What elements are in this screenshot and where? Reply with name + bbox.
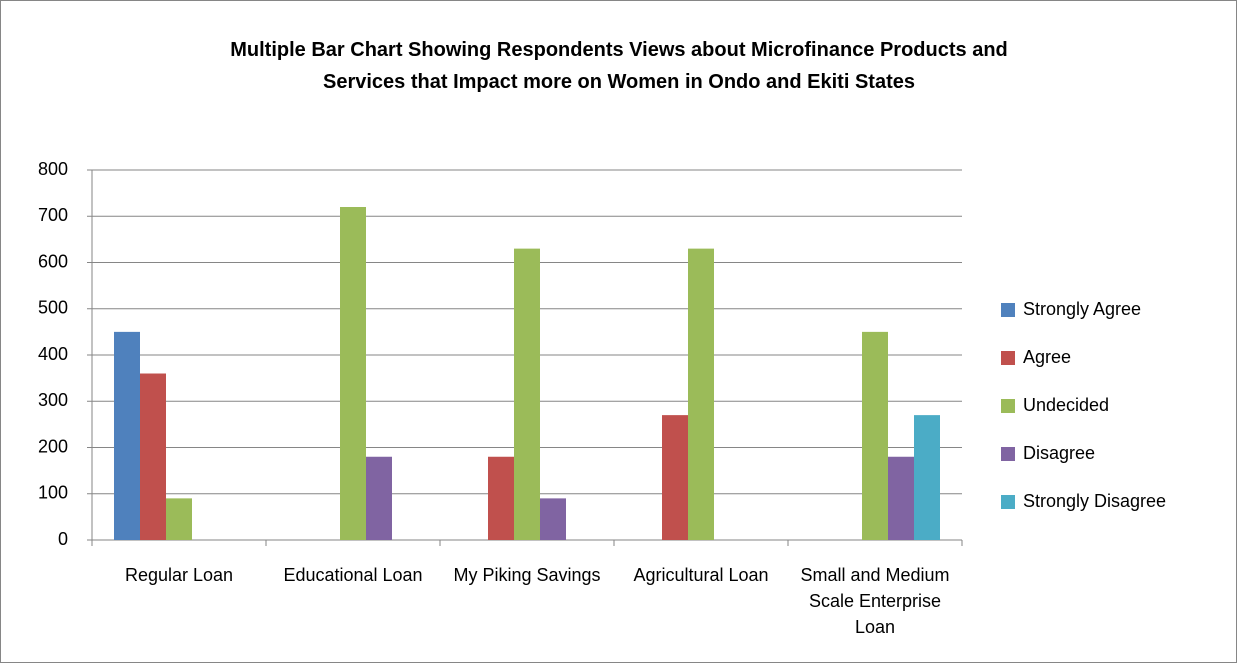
legend-swatch [1001,495,1015,509]
y-tick-label: 100 [38,483,68,503]
bar [888,456,914,540]
legend-label: Strongly Disagree [1023,491,1166,511]
bar [514,248,540,540]
chart-title: Multiple Bar Chart Showing Respondents V… [230,39,1008,93]
x-tick-label: Regular Loan [124,565,234,585]
bar [540,498,566,540]
bar [688,248,714,540]
bar [340,207,366,540]
bar [114,331,140,540]
y-tick-label: 0 [58,529,68,549]
legend-label: Disagree [1023,443,1095,463]
bar [166,498,192,540]
y-tick-label: 300 [38,390,68,410]
legend-swatch [1001,303,1015,317]
x-tick-label: Agricultural Loan [633,565,769,585]
y-tick-label: 500 [38,298,68,318]
x-tick-label: Small and Medium Scale Enterprise Loan [800,565,950,637]
y-tick-label: 600 [38,251,68,271]
bar [914,415,940,540]
legend-swatch [1001,399,1015,413]
legend-swatch [1001,447,1015,461]
bar [140,373,166,540]
y-tick-label: 700 [38,205,68,225]
y-tick-label: 200 [38,436,68,456]
bar [662,415,688,540]
bar [488,456,514,540]
y-tick-label: 800 [38,159,68,179]
x-tick-label: My Piking Savings [453,565,601,585]
legend-label: Agree [1023,347,1071,367]
legend-label: Strongly Agree [1023,299,1141,319]
x-tick-label: Educational Loan [283,565,423,585]
bar [366,456,392,540]
y-tick-label: 400 [38,344,68,364]
bar [862,331,888,540]
legend-label: Undecided [1023,395,1109,415]
legend-swatch [1001,351,1015,365]
